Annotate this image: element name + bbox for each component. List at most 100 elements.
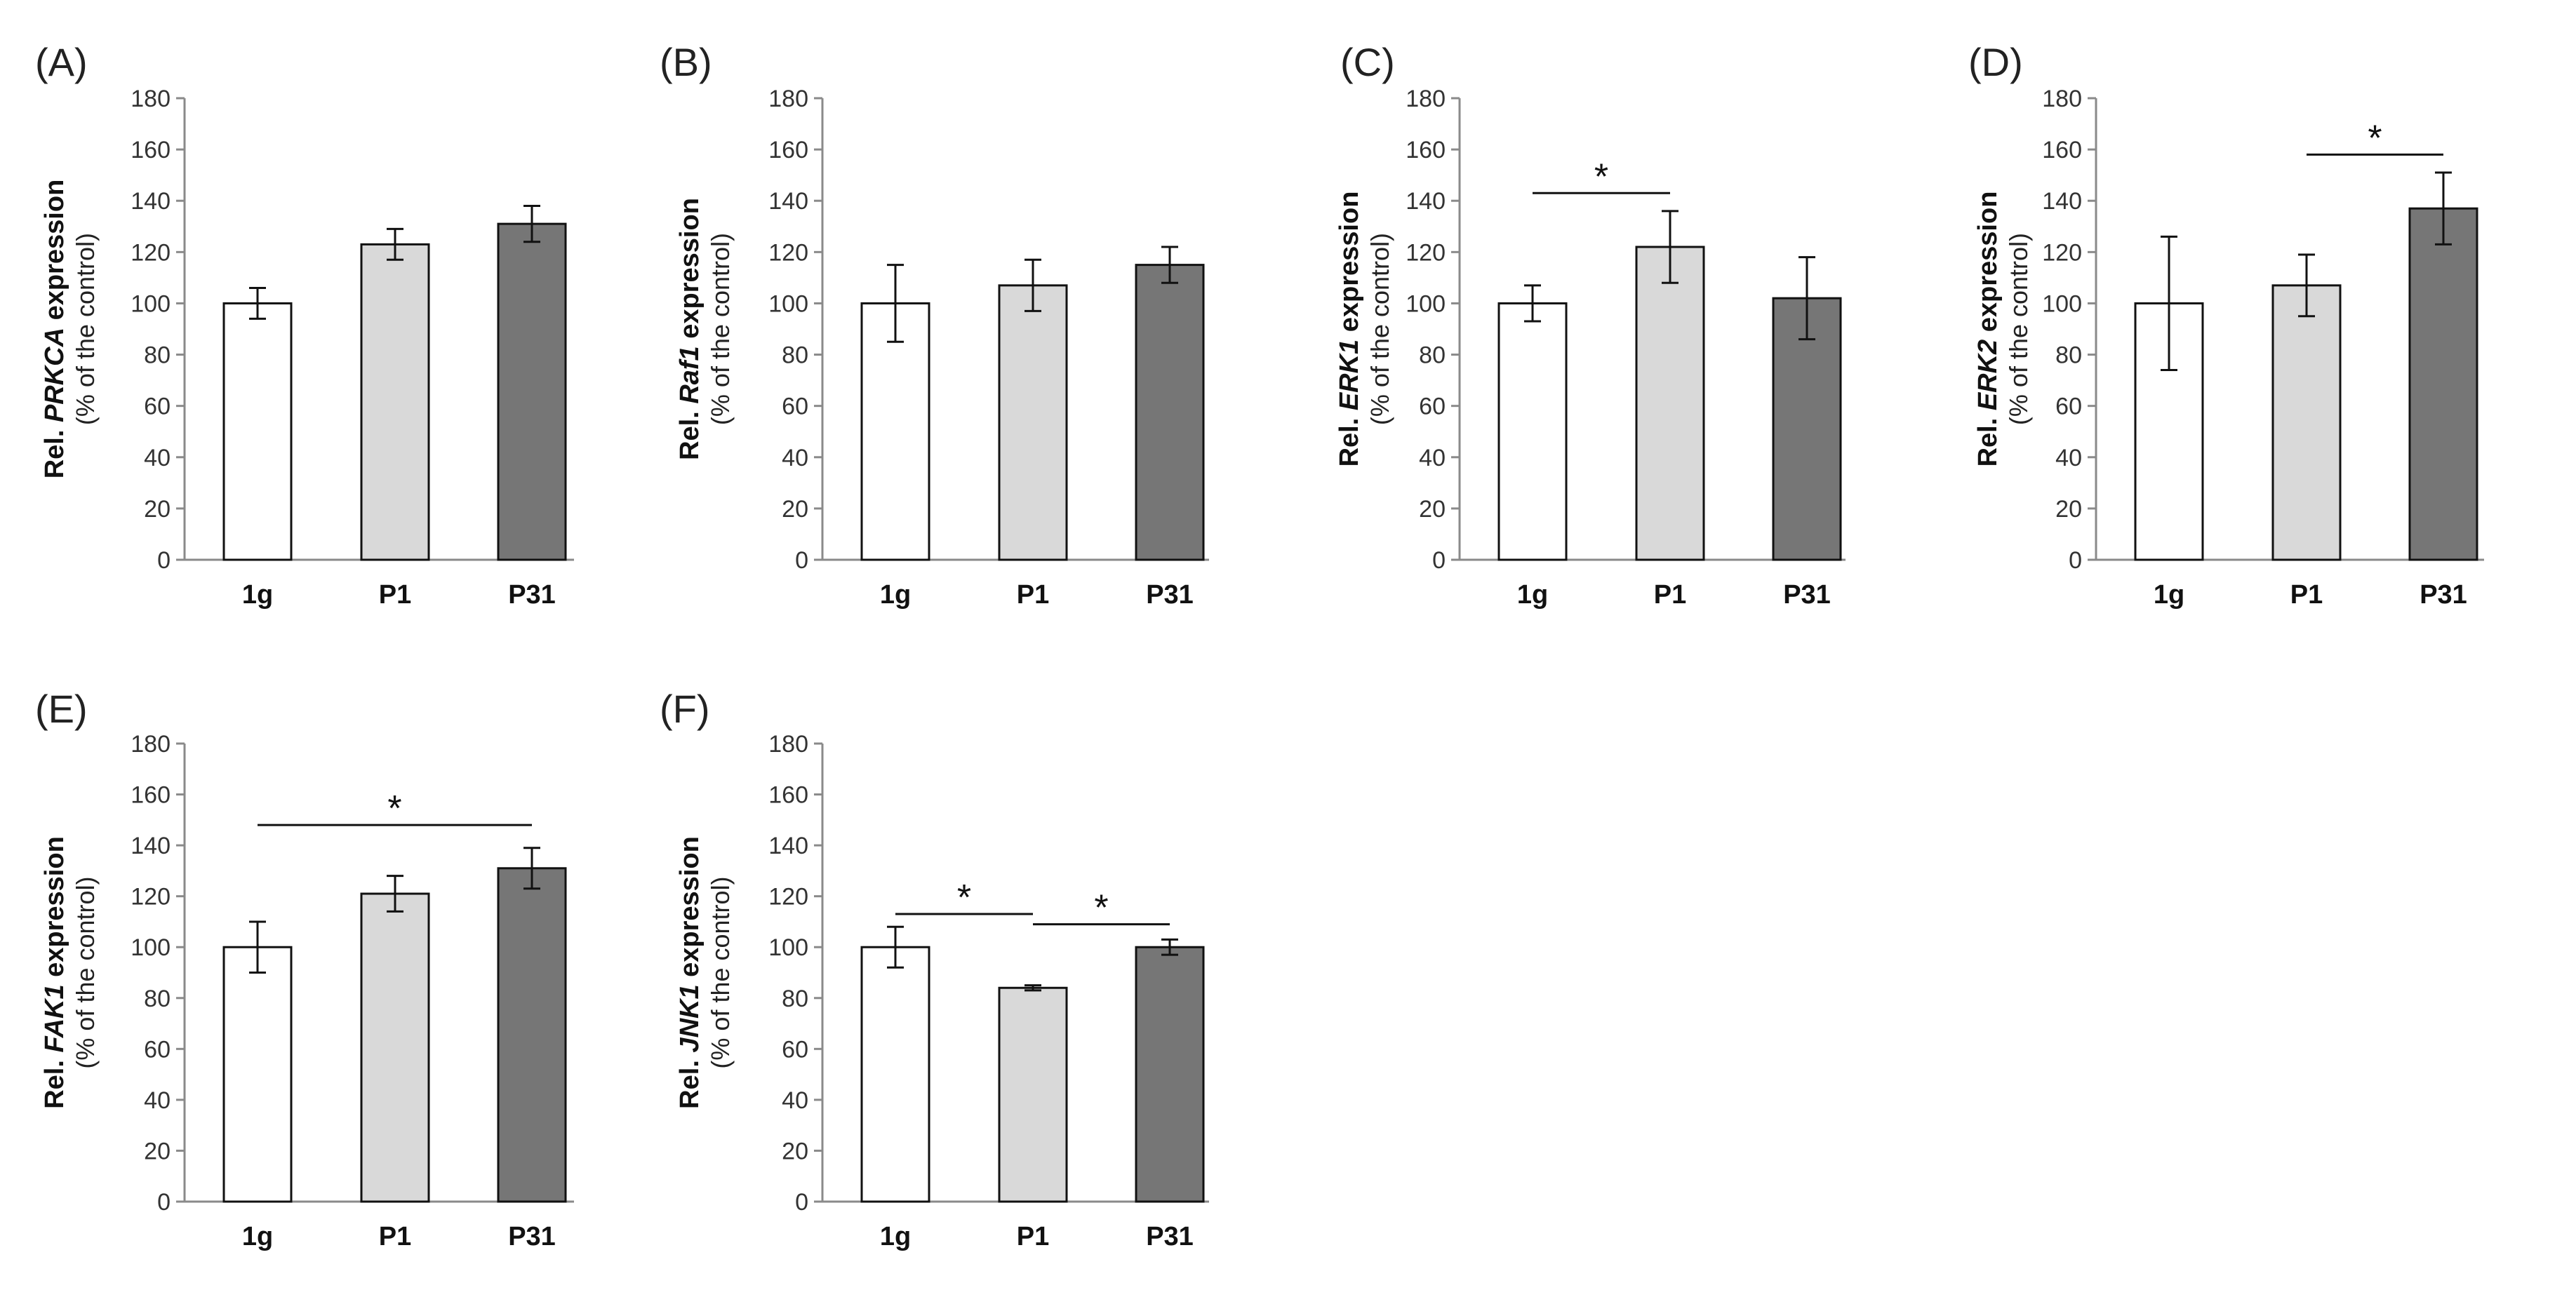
bar-P31 [1135, 946, 1205, 1203]
y-tick-label: 160 [768, 782, 808, 809]
bar-P1 [360, 892, 430, 1203]
y-axis-label-prefix: Rel. [1973, 410, 2003, 466]
y-tick-label: 140 [131, 188, 171, 215]
category-label: 1g [242, 580, 273, 610]
category-label: P1 [379, 1222, 411, 1251]
y-tick-label: 140 [768, 833, 808, 859]
y-tick-label: 180 [131, 731, 171, 758]
y-tick-label: 60 [2055, 394, 2082, 420]
y-axis-label-prefix: Rel. [40, 422, 69, 478]
y-tick-label: 0 [157, 547, 171, 574]
y-tick-label: 40 [144, 1087, 171, 1114]
y-tick-label: 80 [144, 986, 171, 1012]
y-axis-label-suffix: expression [40, 180, 69, 328]
y-axis-sublabel: (% of the control) [1366, 233, 1394, 425]
y-tick-label: 0 [1432, 547, 1446, 574]
y-axis-label: Rel. Raf1 expression [675, 198, 705, 460]
y-tick-label: 20 [2055, 496, 2082, 523]
y-tick-label: 20 [144, 1138, 171, 1164]
y-axis-label-gene: PRKCA [40, 328, 69, 422]
significance-star: * [2368, 118, 2382, 159]
chart-panel: (C) 0 20 40 60 80 100 120 140 160 180 Rel. ERK1 exp… [1335, 40, 1846, 610]
chart-panel: (D) 0 20 40 60 80 100 120 140 160 180 Rel. ERK2 exp… [1968, 40, 2484, 610]
category-label: P1 [1017, 580, 1049, 610]
y-axis-label: Rel. PRKCA expression [40, 180, 69, 479]
y-axis-sublabel: (% of the control) [706, 876, 735, 1068]
y-tick-label: 160 [1406, 137, 1446, 163]
y-tick-label: 180 [768, 86, 808, 112]
chart-panel: (F) 0 20 40 60 80 100 120 140 160 180 Rel. JNK1 exp… [660, 687, 1209, 1251]
bar-P31 [497, 222, 567, 561]
y-tick-label: 20 [1419, 496, 1446, 523]
bar-1g [1497, 302, 1568, 561]
category-label: P31 [1146, 580, 1194, 610]
chart-panel: (E) 0 20 40 60 80 100 120 140 160 180 Rel. FAK1 exp… [35, 687, 574, 1251]
y-tick-label: 100 [768, 290, 808, 317]
y-tick-label: 180 [1406, 86, 1446, 112]
y-axis-sublabel: (% of the control) [2004, 233, 2033, 425]
y-tick-label: 0 [2069, 547, 2082, 574]
y-tick-label: 60 [1419, 394, 1446, 420]
y-tick-label: 140 [2042, 188, 2082, 215]
bar-P1 [360, 243, 430, 561]
y-tick-label: 140 [1406, 188, 1446, 215]
y-axis-label-prefix: Rel. [1335, 410, 1364, 466]
category-label: 1g [1517, 580, 1548, 610]
bar-1g [860, 302, 930, 561]
bar-P1 [998, 986, 1068, 1203]
panel-label: (B) [660, 40, 712, 84]
category-label: 1g [242, 1222, 273, 1251]
y-tick-label: 120 [768, 239, 808, 266]
significance-star: * [957, 878, 971, 918]
y-axis-label-suffix: expression [40, 836, 69, 984]
y-axis-label-gene: JNK1 [675, 984, 705, 1052]
y-axis-label-suffix: expression [1335, 192, 1364, 340]
y-axis-label: Rel. ERK1 expression [1335, 192, 1364, 467]
category-label: P31 [508, 1222, 556, 1251]
y-axis-label: Rel. FAK1 expression [40, 836, 69, 1109]
y-tick-label: 140 [131, 833, 171, 859]
panel-label: (D) [1968, 40, 2023, 84]
y-tick-label: 140 [768, 188, 808, 215]
y-tick-label: 0 [795, 547, 808, 574]
category-label: P31 [1146, 1222, 1194, 1251]
y-tick-label: 180 [131, 86, 171, 112]
bar-P1 [1635, 246, 1705, 561]
category-label: 1g [880, 1222, 911, 1251]
y-tick-label: 80 [144, 342, 171, 369]
bar-1g [222, 302, 293, 561]
chart-panel: (A) 0 20 40 60 80 100 120 140 160 180 Rel. PRKCA ex… [35, 40, 574, 610]
y-tick-label: 0 [157, 1189, 171, 1216]
y-tick-label: 120 [768, 884, 808, 911]
y-tick-label: 60 [144, 1036, 171, 1063]
y-axis-label-prefix: Rel. [40, 1053, 69, 1109]
y-tick-label: 180 [2042, 86, 2082, 112]
y-tick-label: 80 [2055, 342, 2082, 369]
bar-P31 [1135, 264, 1205, 561]
panel-label: (E) [35, 687, 88, 731]
y-axis-label: Rel. JNK1 expression [675, 836, 705, 1109]
panel-label: (C) [1340, 40, 1395, 84]
y-tick-label: 60 [144, 394, 171, 420]
bar-P1 [998, 284, 1068, 561]
y-tick-label: 40 [782, 1087, 808, 1114]
y-tick-label: 100 [768, 934, 808, 961]
y-tick-label: 40 [144, 445, 171, 471]
y-tick-label: 160 [131, 782, 171, 809]
y-axis-sublabel: (% of the control) [71, 233, 100, 425]
y-tick-label: 160 [2042, 137, 2082, 163]
y-axis-label-suffix: expression [675, 198, 705, 346]
significance-star: * [387, 788, 401, 829]
significance-star: * [1094, 888, 1108, 929]
y-axis-label-gene: ERK2 [1973, 340, 2003, 410]
y-axis-label-prefix: Rel. [675, 1053, 705, 1109]
y-tick-label: 100 [1406, 290, 1446, 317]
y-axis-label-suffix: expression [675, 836, 705, 984]
category-label: 1g [2154, 580, 2184, 610]
y-axis-label-gene: Raf1 [675, 346, 705, 403]
y-axis-label: Rel. ERK2 expression [1973, 192, 2003, 467]
panel-label: (F) [660, 687, 710, 731]
y-tick-label: 120 [131, 239, 171, 266]
panel-label: (A) [35, 40, 88, 84]
